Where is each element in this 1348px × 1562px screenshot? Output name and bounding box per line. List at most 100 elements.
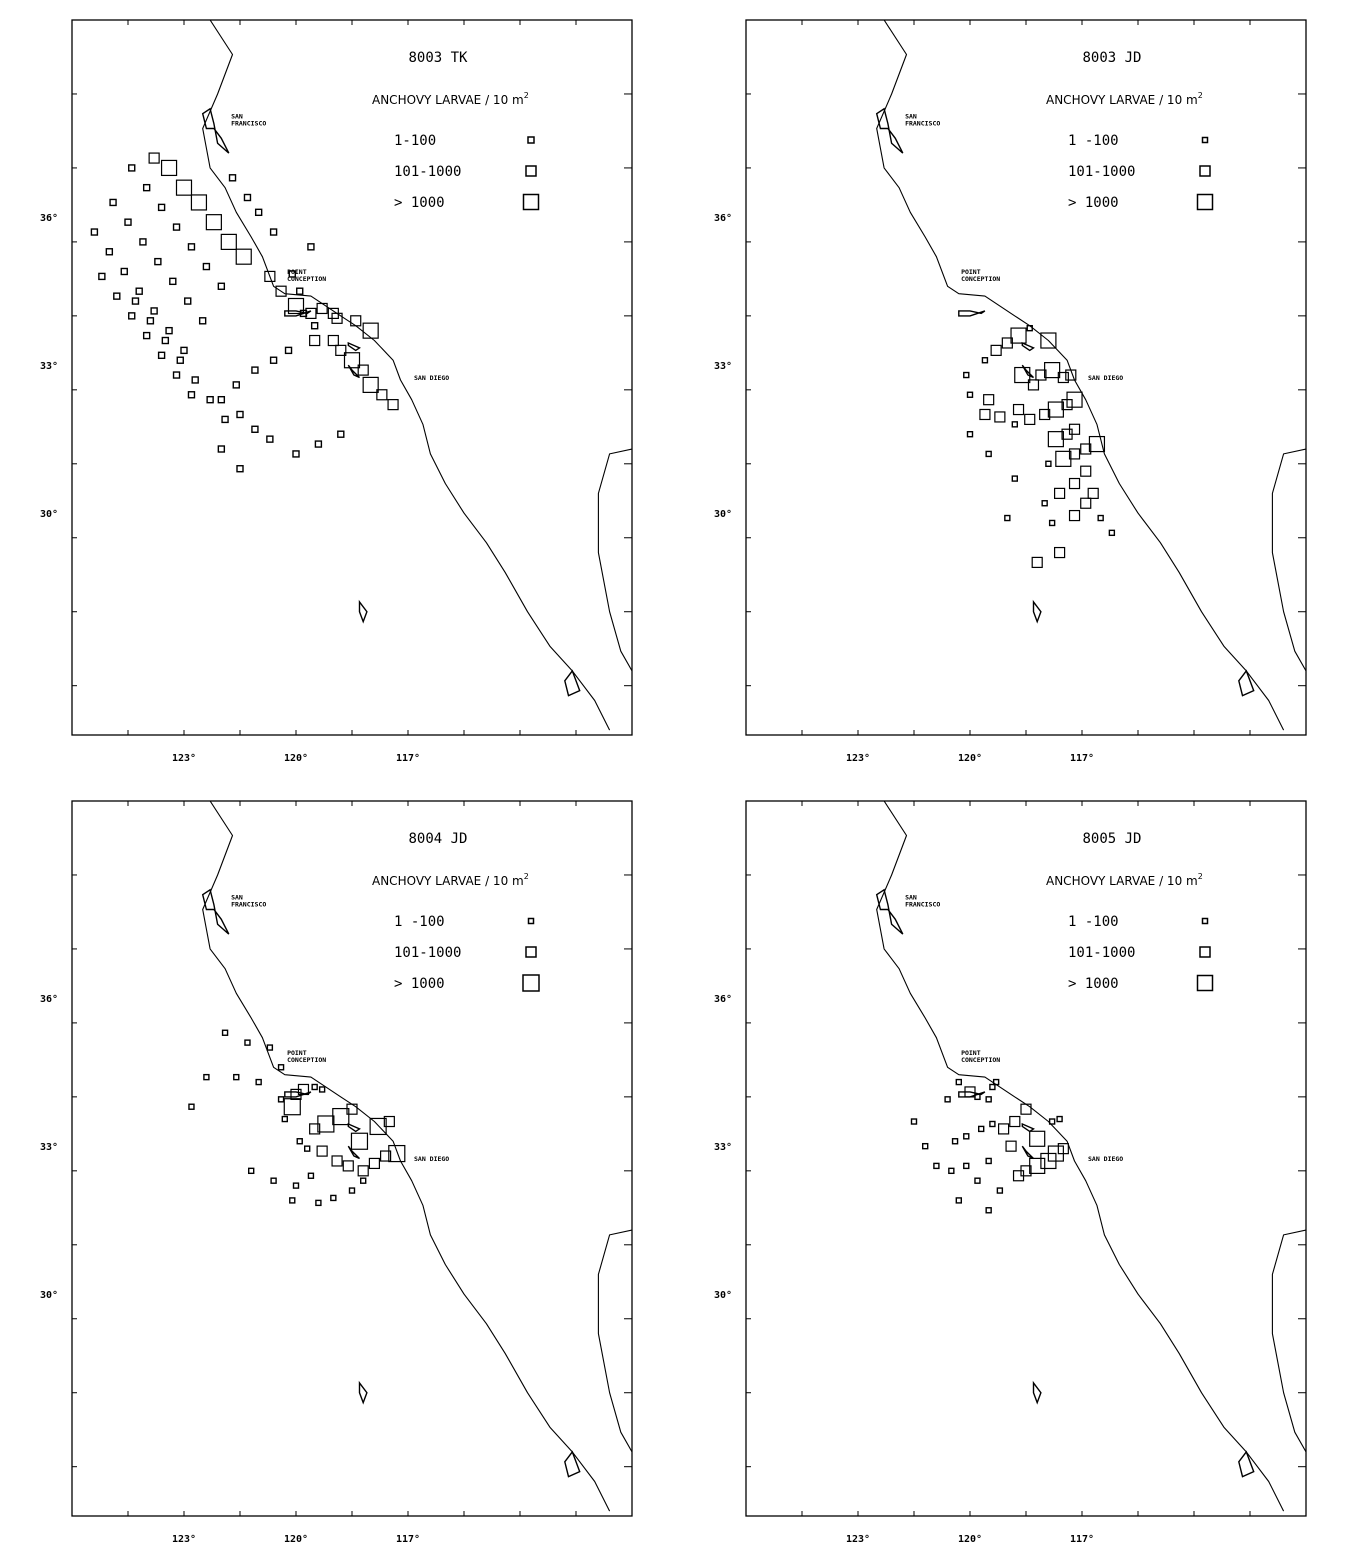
gulf-coastline [597, 448, 632, 672]
larvae-square [202, 262, 211, 271]
larvae-square [247, 1167, 255, 1175]
larvae-square [994, 411, 1006, 423]
larvae-square [1054, 546, 1066, 559]
larvae-square [236, 410, 244, 419]
larvae-square [985, 1157, 992, 1165]
larvae-square [337, 430, 345, 438]
larvae-square [1048, 1118, 1056, 1125]
larvae-square [1027, 379, 1040, 391]
larvae-square [292, 450, 300, 458]
longitude-label: 120° [284, 753, 308, 764]
larvae-square [978, 1125, 985, 1133]
larvae-square [287, 297, 305, 315]
larvae-square [150, 307, 158, 315]
larvae-square [1020, 1103, 1032, 1115]
larvae-square [963, 1162, 970, 1170]
larvae-square [1040, 1152, 1057, 1170]
larvae-square [139, 238, 147, 246]
larvae-square [266, 1044, 274, 1051]
panel-title: 8004 JD [408, 831, 467, 847]
latitude-label: 36° [714, 213, 732, 224]
larvae-square [1065, 369, 1077, 381]
map-svg: 123° 120° 117° 36° 33° 30° SAN FRANCISCO POINT CO… [40, 19, 633, 764]
larvae-square [951, 1138, 959, 1145]
larvae-square [244, 1039, 251, 1046]
larvae-square [1012, 1170, 1025, 1182]
legend-title: ANCHOVY LARVAE / 10 m2 [1046, 872, 1203, 888]
larvae-square [314, 440, 323, 448]
latitude-label: 33° [40, 361, 58, 372]
island-outline [1238, 669, 1255, 697]
longitude-label: 120° [958, 1534, 982, 1545]
larvae-square [296, 287, 304, 295]
larvae-square [307, 243, 315, 251]
latitude-label: 33° [714, 361, 732, 372]
larvae-square [921, 1142, 929, 1150]
larvae-square [1026, 324, 1033, 332]
larvae-square [974, 1093, 981, 1101]
panel-title: 8003 TK [408, 50, 468, 66]
legend-square [1196, 974, 1214, 992]
island-outline [1021, 1145, 1034, 1160]
larvae-square [1097, 514, 1104, 522]
island-outline [347, 364, 360, 379]
larvae-square [304, 1145, 311, 1152]
island-outline [347, 1122, 361, 1133]
gulf-coastline [1271, 1229, 1306, 1453]
larvae-square [1056, 1115, 1063, 1123]
larvae-square [269, 228, 278, 236]
larvae-square [198, 317, 207, 325]
san-francisco-bay [201, 107, 230, 154]
legend-row-label: 1 -100 [394, 914, 445, 930]
larvae-square [1080, 465, 1092, 477]
longitude-label: 120° [958, 753, 982, 764]
larvae-square [175, 179, 193, 196]
legend-row-label: 101-1000 [1068, 945, 1135, 961]
larvae-square [277, 1096, 285, 1103]
larvae-square [288, 270, 296, 278]
place-label-point-conception: POINT CONCEPTION [287, 1049, 326, 1064]
larvae-square [316, 1145, 328, 1157]
larvae-square [270, 1177, 277, 1184]
island-outline [564, 669, 581, 697]
legend-square [522, 974, 540, 992]
larvae-square [327, 307, 339, 319]
island-outline [347, 341, 361, 352]
latitude-label: 36° [40, 994, 58, 1005]
larvae-square [362, 376, 379, 393]
island-outline [347, 1145, 360, 1160]
larvae-square [315, 1199, 322, 1207]
larvae-square [281, 1115, 288, 1123]
larvae-square [331, 1155, 343, 1167]
larvae-square [254, 208, 263, 217]
larvae-square [251, 366, 259, 374]
larvae-square [327, 334, 339, 347]
legend-square [522, 193, 540, 211]
coastline [202, 20, 611, 731]
legend-square [1201, 136, 1209, 144]
larvae-square [974, 1177, 981, 1184]
larvae-square [180, 346, 188, 355]
larvae-square [176, 356, 184, 364]
legend-square [527, 136, 535, 144]
larvae-square [989, 1083, 996, 1091]
larvae-square [332, 1107, 350, 1126]
larvae-square [172, 223, 181, 231]
larvae-square [992, 1078, 1000, 1086]
larvae-square [169, 277, 177, 286]
latitude-label: 33° [40, 1142, 58, 1153]
longitude-label: 123° [846, 753, 870, 764]
larvae-square [206, 395, 214, 404]
larvae-square [297, 1083, 310, 1096]
island-outline [1032, 1380, 1042, 1405]
legend-row-label: 1 -100 [1068, 914, 1119, 930]
latitude-label: 30° [714, 509, 732, 520]
larvae-square [165, 326, 173, 335]
larvae-square [1005, 1140, 1017, 1152]
map-frame [71, 19, 633, 736]
larvae-square [161, 336, 170, 345]
larvae-square [985, 450, 992, 458]
longitude-label: 120° [284, 1534, 308, 1545]
larvae-square [113, 292, 121, 300]
latitude-label: 30° [40, 509, 58, 520]
